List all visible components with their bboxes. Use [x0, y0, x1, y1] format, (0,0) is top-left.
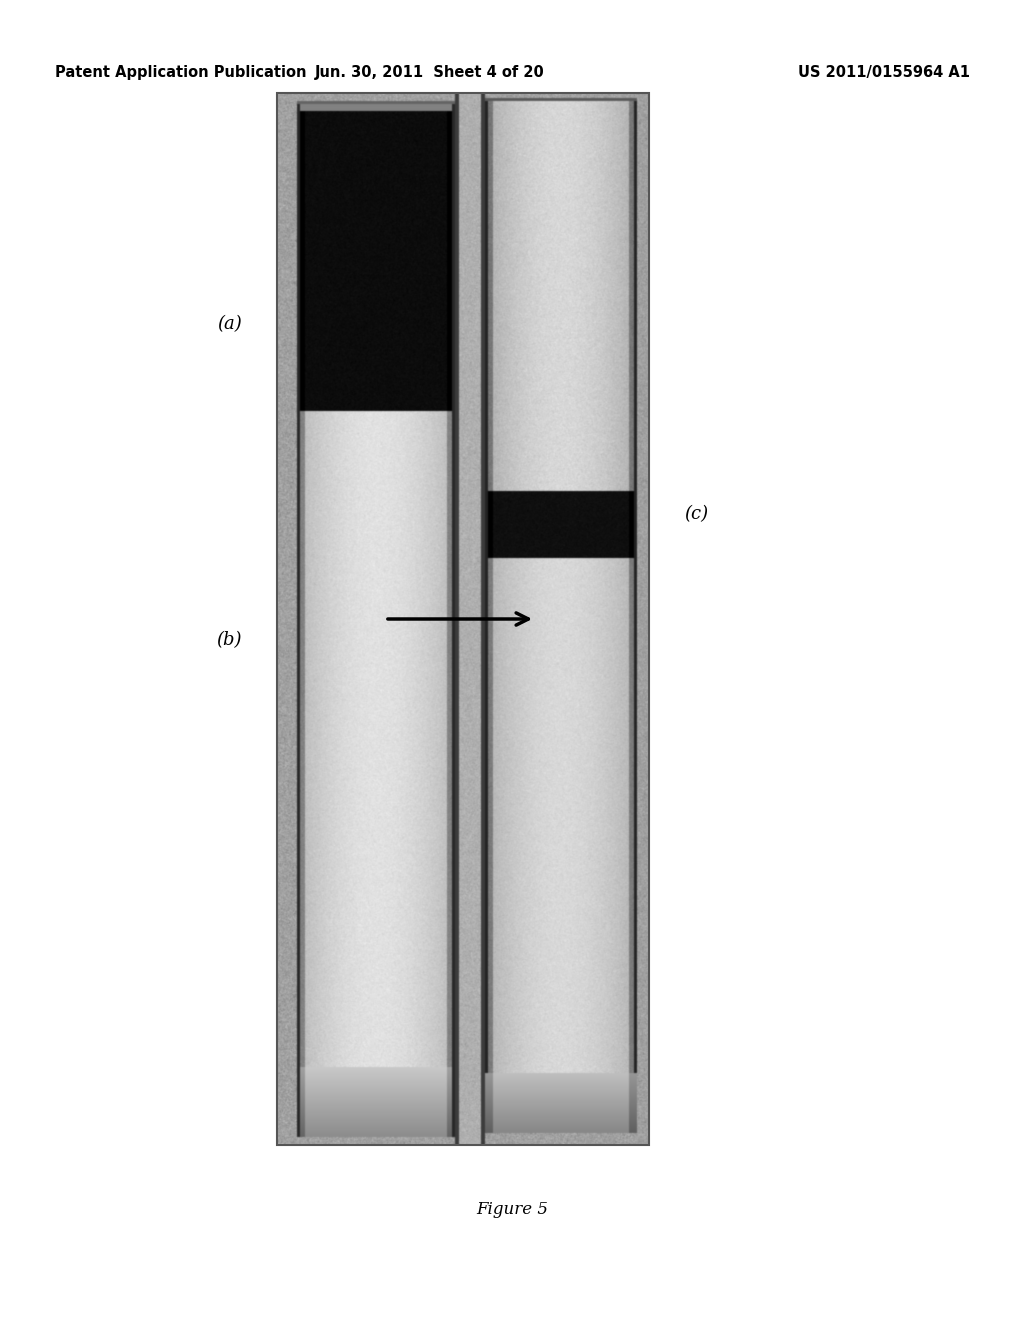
Text: Jun. 30, 2011  Sheet 4 of 20: Jun. 30, 2011 Sheet 4 of 20 — [315, 65, 545, 79]
Text: Patent Application Publication: Patent Application Publication — [55, 65, 306, 79]
Text: (c): (c) — [684, 504, 709, 523]
Text: Figure 5: Figure 5 — [476, 1201, 548, 1218]
Text: US 2011/0155964 A1: US 2011/0155964 A1 — [798, 65, 970, 79]
Bar — [278, 92, 649, 1144]
Text: (a): (a) — [217, 315, 242, 334]
Text: (b): (b) — [216, 631, 242, 649]
